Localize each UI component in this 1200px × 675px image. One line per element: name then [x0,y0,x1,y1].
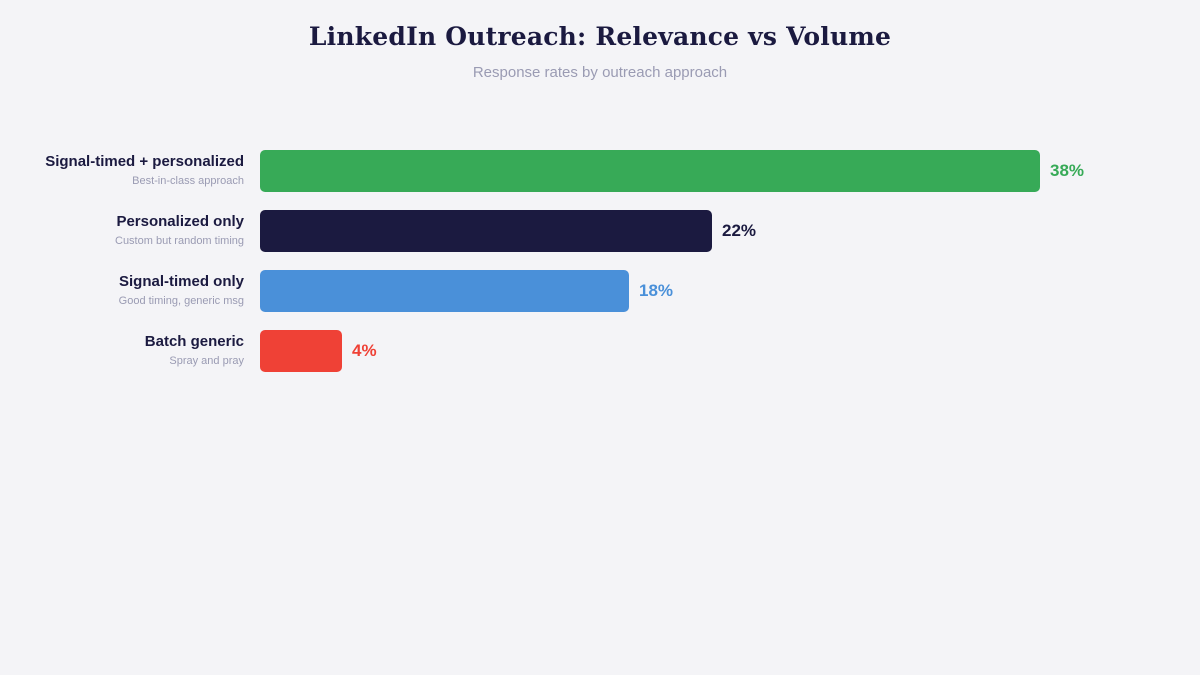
category-sublabel: Spray and pray [169,355,244,367]
category-label-group: Signal-timed + personalized Best-in-class… [0,153,244,189]
category-label: Signal-timed only [118,273,244,290]
bar [260,330,342,372]
bar-row: Batch generic Spray and pray 4% [0,330,1200,372]
chart-title: LinkedIn Outreach: Relevance vs Volume [308,22,892,51]
bar-row: Personalized only Custom but random timin… [0,210,1200,252]
category-label-group: Signal-timed only Good timing, generic ms… [0,273,244,309]
bar [260,210,712,252]
category-sublabel: Good timing, generic msg [118,295,244,307]
bar [260,270,629,312]
chart-subtitle: Response rates by outreach approach [472,64,728,81]
bar-row: Signal-timed only Good timing, generic ms… [0,270,1200,312]
value-label: 22% [722,221,757,240]
category-label-group: Personalized only Custom but random timin… [0,213,244,249]
category-sublabel: Custom but random timing [115,235,244,247]
bar [260,150,1040,192]
value-label: 38% [1050,161,1085,180]
category-sublabel: Best-in-class approach [132,175,244,187]
value-label: 4% [352,341,377,360]
category-label: Batch generic [144,333,244,350]
bar-row: Signal-timed + personalized Best-in-class… [0,150,1200,192]
category-label: Personalized only [116,213,244,230]
value-label: 18% [639,281,674,300]
category-label: Signal-timed + personalized [45,153,244,170]
category-label-group: Batch generic Spray and pray [0,333,244,369]
